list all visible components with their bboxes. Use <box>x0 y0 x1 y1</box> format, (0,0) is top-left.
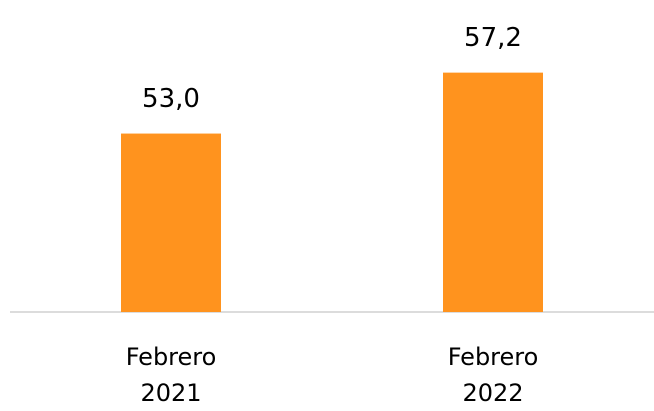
bar <box>443 72 543 312</box>
value-label: 53,0 <box>142 84 200 114</box>
bar <box>121 133 221 312</box>
value-label: 57,2 <box>464 23 522 53</box>
x-tick-label: Febrero 2021 <box>125 343 217 407</box>
x-tick-label: Febrero 2022 <box>447 343 539 407</box>
